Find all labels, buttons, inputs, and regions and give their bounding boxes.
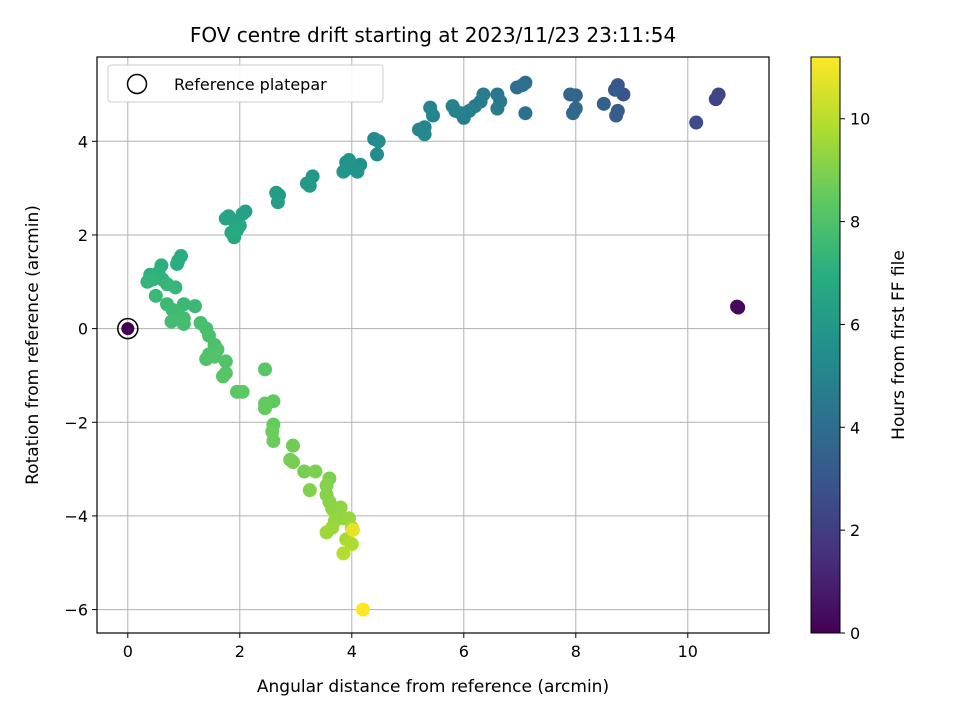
- y-axis-ticks: −6 −4 −2 0 2 4: [64, 132, 97, 620]
- x-tick-label: 8: [571, 642, 581, 661]
- data-point: [371, 134, 386, 149]
- x-tick-label: 0: [123, 642, 133, 661]
- y-tick-label: −2: [64, 413, 88, 432]
- x-tick-label: 6: [459, 642, 469, 661]
- data-point: [164, 314, 179, 329]
- colorbar: 0 2 4 6 8 10 Hours from first FF file: [810, 56, 909, 643]
- scatter-points: [140, 75, 746, 617]
- y-tick-label: 2: [78, 226, 88, 245]
- data-point: [258, 401, 272, 416]
- data-point: [297, 464, 312, 479]
- data-point: [286, 455, 300, 470]
- data-point: [563, 87, 578, 102]
- data-point: [308, 464, 323, 479]
- data-point: [356, 602, 370, 617]
- plot-frame: [96, 56, 770, 634]
- data-point: [168, 280, 183, 295]
- data-point: [426, 108, 440, 123]
- y-tick-label: −6: [64, 601, 88, 620]
- grid-lines: [97, 57, 769, 633]
- legend-marker-icon: [126, 73, 148, 95]
- data-point: [518, 106, 533, 121]
- colorbar-label: Hours from first FF file: [889, 250, 909, 440]
- data-point: [140, 274, 155, 289]
- data-point: [490, 101, 505, 116]
- data-point: [370, 147, 384, 162]
- data-point: [207, 349, 222, 364]
- data-point: [176, 297, 191, 312]
- data-point: [566, 106, 580, 121]
- data-point: [711, 87, 726, 102]
- data-point: [333, 500, 348, 515]
- data-point: [417, 127, 432, 142]
- colorbar-tick-label: 2: [850, 521, 860, 540]
- colorbar-tick-label: 8: [850, 213, 860, 232]
- reference-marker-group: [117, 317, 139, 340]
- data-point: [730, 299, 745, 314]
- colorbar-tick-label: 4: [850, 418, 860, 437]
- y-tick-label: 0: [78, 320, 88, 339]
- reference-point-fill: [121, 322, 135, 336]
- data-point: [148, 288, 163, 303]
- colorbar-tick-label: 0: [850, 624, 860, 643]
- x-tick-label: 10: [678, 642, 698, 661]
- data-point: [302, 178, 317, 193]
- y-tick-label: −4: [64, 507, 88, 526]
- chart-title: FOV centre drift starting at 2023/11/23 …: [190, 23, 676, 47]
- y-axis-label: Rotation from reference (arcmin): [23, 205, 43, 485]
- y-tick-label: 4: [78, 132, 88, 151]
- data-point: [216, 369, 230, 384]
- reference-platepar-marker: [117, 317, 139, 340]
- legend: Reference platepar: [107, 64, 384, 103]
- colorbar-ticks: 0 2 4 6 8 10: [840, 110, 870, 643]
- colorbar-tick-label: 10: [850, 110, 870, 129]
- data-point: [270, 195, 285, 210]
- x-tick-label: 4: [347, 642, 357, 661]
- data-point: [596, 96, 611, 111]
- colorbar-tick-label: 6: [850, 315, 860, 334]
- data-point: [510, 80, 524, 95]
- colorbar-gradient: [810, 56, 841, 634]
- data-point: [258, 362, 272, 377]
- data-point: [176, 316, 191, 331]
- data-point: [286, 438, 300, 453]
- data-point: [336, 546, 351, 561]
- data-point: [266, 434, 281, 448]
- x-axis-ticks: 0 2 4 6 8 10: [123, 633, 698, 661]
- legend-entry-reference: Reference platepar: [174, 75, 327, 94]
- data-point: [302, 483, 317, 498]
- x-tick-label: 2: [235, 642, 245, 661]
- data-point: [345, 522, 360, 537]
- data-point: [342, 153, 356, 168]
- data-point: [608, 82, 622, 97]
- data-point: [689, 115, 704, 130]
- data-point: [448, 103, 463, 118]
- data-point: [188, 299, 202, 314]
- data-point: [170, 256, 185, 271]
- data-point: [218, 354, 233, 369]
- data-point: [609, 108, 624, 123]
- data-point: [319, 525, 334, 540]
- data-point: [235, 384, 250, 399]
- legend-box: [107, 64, 384, 103]
- x-axis-label: Angular distance from reference (arcmin): [257, 677, 609, 697]
- data-point: [344, 537, 359, 552]
- data-point: [230, 223, 244, 238]
- data-point: [336, 164, 351, 179]
- data-point: [350, 164, 365, 179]
